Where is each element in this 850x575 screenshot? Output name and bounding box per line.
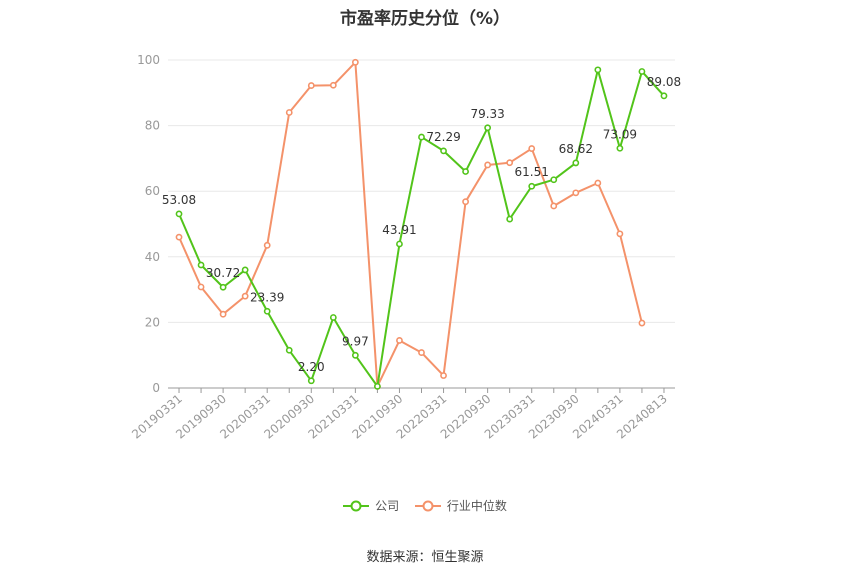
data-point-company bbox=[197, 261, 205, 269]
data-label: 23.39 bbox=[250, 290, 284, 304]
data-label: 43.91 bbox=[382, 223, 416, 237]
data-point-industry bbox=[550, 202, 558, 210]
legend-item-industry[interactable]: 行业中位数 bbox=[414, 497, 507, 514]
y-tick-label: 40 bbox=[145, 250, 160, 264]
data-point-company bbox=[506, 215, 514, 223]
data-point-industry bbox=[616, 230, 624, 238]
data-point-industry bbox=[462, 198, 469, 206]
data-point-company bbox=[660, 92, 668, 100]
data-label: 72.29 bbox=[426, 130, 460, 144]
data-point-industry bbox=[506, 159, 514, 167]
data-label: 9.97 bbox=[342, 334, 369, 348]
data-point-company bbox=[616, 144, 624, 152]
legend-label-industry: 行业中位数 bbox=[446, 499, 507, 513]
chart-title: 市盈率历史分位（%） bbox=[339, 9, 511, 29]
series-layer bbox=[175, 58, 668, 390]
data-label-layer: 53.08 30.72 23.39 2.20 9.97 43.91 72.29 79.33 61… bbox=[162, 75, 681, 374]
series-line-industry bbox=[178, 61, 643, 388]
legend-line-icon bbox=[343, 500, 370, 511]
data-point-company bbox=[528, 182, 536, 190]
data-point-industry bbox=[572, 189, 580, 197]
data-point-company bbox=[329, 314, 337, 321]
data-point-industry bbox=[528, 145, 536, 152]
axis-layer: 0204060801002019033120190930202003312020… bbox=[129, 53, 675, 442]
legend-item-company[interactable]: 公司 bbox=[343, 497, 399, 514]
data-point-company bbox=[263, 307, 271, 315]
legend-line-icon bbox=[414, 500, 441, 511]
data-point-industry bbox=[351, 58, 359, 66]
data-point-industry bbox=[241, 292, 249, 300]
data-point-company bbox=[175, 210, 183, 218]
data-label: 68.62 bbox=[559, 142, 593, 156]
data-point-industry bbox=[175, 233, 183, 241]
y-tick-label: 100 bbox=[137, 53, 160, 67]
series-line-company bbox=[178, 68, 665, 388]
grid-layer bbox=[168, 59, 675, 323]
data-point-company bbox=[594, 66, 602, 74]
data-point-industry bbox=[484, 161, 492, 169]
data-point-industry bbox=[219, 310, 227, 318]
data-point-company bbox=[440, 147, 447, 155]
data-point-industry bbox=[307, 82, 315, 89]
data-point-company bbox=[374, 382, 381, 390]
y-tick-label: 60 bbox=[145, 184, 160, 198]
data-point-industry bbox=[396, 337, 403, 344]
y-tick-label: 0 bbox=[152, 381, 160, 395]
data-point-company bbox=[418, 133, 425, 141]
data-point-industry bbox=[638, 319, 646, 327]
data-point-industry bbox=[197, 283, 205, 291]
legend: 公司 行业中位数 bbox=[0, 497, 850, 515]
data-point-company bbox=[638, 68, 646, 75]
data-point-industry bbox=[594, 179, 602, 187]
data-point-company bbox=[351, 351, 359, 359]
data-point-company bbox=[550, 176, 558, 184]
data-point-company bbox=[572, 159, 580, 167]
data-point-industry bbox=[285, 109, 293, 116]
data-source: 数据来源：恒生聚源 bbox=[366, 550, 484, 565]
legend-label-company: 公司 bbox=[375, 499, 400, 513]
data-point-industry bbox=[329, 81, 337, 89]
data-label: 61.51 bbox=[515, 165, 549, 179]
data-point-industry bbox=[440, 372, 447, 379]
data-point-industry bbox=[418, 349, 425, 356]
data-point-company bbox=[484, 124, 492, 132]
data-point-company bbox=[219, 283, 227, 291]
data-point-company bbox=[307, 377, 315, 385]
data-label: 79.33 bbox=[470, 107, 504, 121]
data-label: 73.09 bbox=[603, 127, 637, 141]
y-tick-label: 80 bbox=[145, 119, 160, 133]
data-point-industry bbox=[263, 241, 271, 249]
data-point-company bbox=[285, 346, 293, 354]
data-label: 30.72 bbox=[206, 266, 240, 280]
data-point-company bbox=[462, 168, 469, 175]
y-tick-label: 20 bbox=[145, 315, 160, 329]
data-label: 53.08 bbox=[162, 193, 196, 207]
data-point-company bbox=[396, 240, 403, 248]
data-label: 89.08 bbox=[647, 75, 681, 89]
data-label: 2.20 bbox=[298, 360, 325, 374]
data-point-company bbox=[241, 266, 249, 274]
